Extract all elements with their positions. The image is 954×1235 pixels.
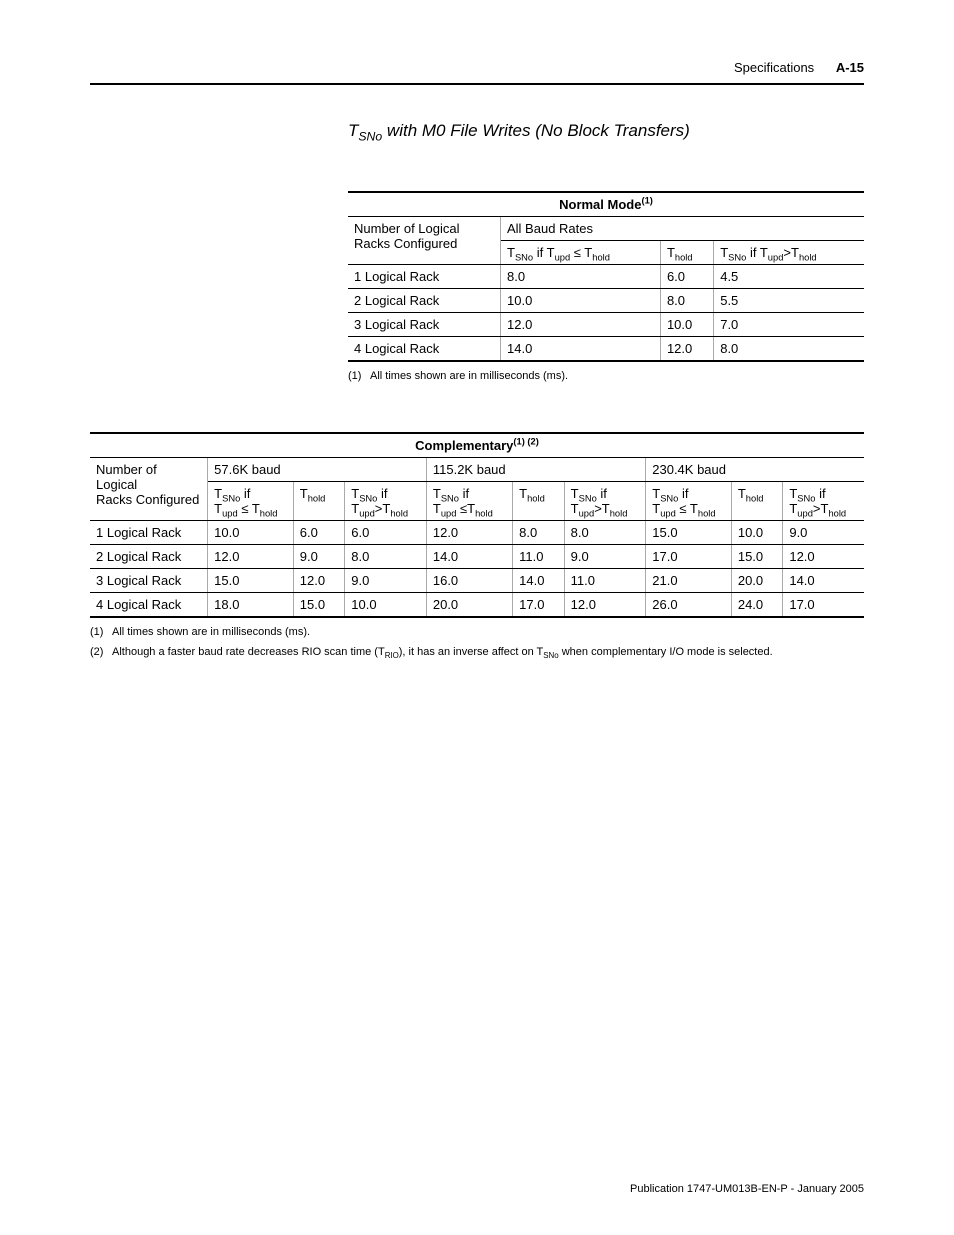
t2-caption: Complementary(1) (2) xyxy=(90,433,864,458)
table-row: 1 Logical Rack 10.06.06.0 12.08.08.0 15.… xyxy=(90,521,864,545)
t2-sh: TSNo if Tupd ≤ Thold xyxy=(208,482,294,521)
table-row: 2 Logical Rack 12.09.08.0 14.011.09.0 17… xyxy=(90,545,864,569)
table-row: 3 Logical Rack 12.0 10.0 7.0 xyxy=(348,313,864,337)
table-row: 2 Logical Rack 10.0 8.0 5.5 xyxy=(348,289,864,313)
t2-sh: TSNo if Tupd>Thold xyxy=(783,482,864,521)
complementary-table: Complementary(1) (2) Number of Logical R… xyxy=(90,432,864,618)
t1-caption: Normal Mode(1) xyxy=(348,192,864,217)
t2-baud-0: 57.6K baud xyxy=(208,458,427,482)
table-row: 3 Logical Rack 15.012.09.0 16.014.011.0 … xyxy=(90,569,864,593)
t2-footnote-1: (1)All times shown are in milliseconds (… xyxy=(90,626,864,638)
t1-footnote: (1)All times shown are in milliseconds (… xyxy=(348,370,864,382)
page-footer: Publication 1747-UM013B-EN-P - January 2… xyxy=(630,1183,864,1195)
t1-baud: All Baud Rates xyxy=(501,217,865,241)
header-pagenum: A-15 xyxy=(836,60,864,75)
t2-sh: Thold xyxy=(731,482,783,521)
t1-h3: TSNo if Tupd>Thold xyxy=(714,241,864,265)
header-section: Specifications xyxy=(734,60,814,75)
t2-sh: TSNo if Tupd ≤Thold xyxy=(426,482,512,521)
t2-rowhdr: Number of Logical Racks Configured xyxy=(90,458,208,521)
header-rule xyxy=(90,83,864,85)
t2-sh: Thold xyxy=(513,482,565,521)
t2-sh: Thold xyxy=(293,482,345,521)
t2-baud-1: 115.2K baud xyxy=(426,458,645,482)
normal-mode-table: Normal Mode(1) Number of Logical Racks C… xyxy=(348,191,864,362)
table-row: 4 Logical Rack 14.0 12.0 8.0 xyxy=(348,337,864,362)
t2-footnote-2: (2)Although a faster baud rate decreases… xyxy=(90,646,864,658)
t2-sh: TSNo if Tupd ≤ Thold xyxy=(646,482,732,521)
table-row: 1 Logical Rack 8.0 6.0 4.5 xyxy=(348,265,864,289)
t1-rowhdr: Number of Logical Racks Configured xyxy=(348,217,501,265)
page-header: Specifications A-15 xyxy=(90,60,864,75)
t2-sh: TSNo if Tupd>Thold xyxy=(345,482,427,521)
t1-h2: Thold xyxy=(660,241,713,265)
table-row: 4 Logical Rack 18.015.010.0 20.017.012.0… xyxy=(90,593,864,618)
title-sub: SNo xyxy=(358,129,382,143)
t2-sh: TSNo if Tupd>Thold xyxy=(564,482,646,521)
section-title: TSNo with M0 File Writes (No Block Trans… xyxy=(348,121,864,141)
title-t: T xyxy=(348,121,358,140)
t2-baud-2: 230.4K baud xyxy=(646,458,864,482)
t1-h1: TSNo if Tupd ≤ Thold xyxy=(501,241,661,265)
title-rest: with M0 File Writes (No Block Transfers) xyxy=(382,121,690,140)
